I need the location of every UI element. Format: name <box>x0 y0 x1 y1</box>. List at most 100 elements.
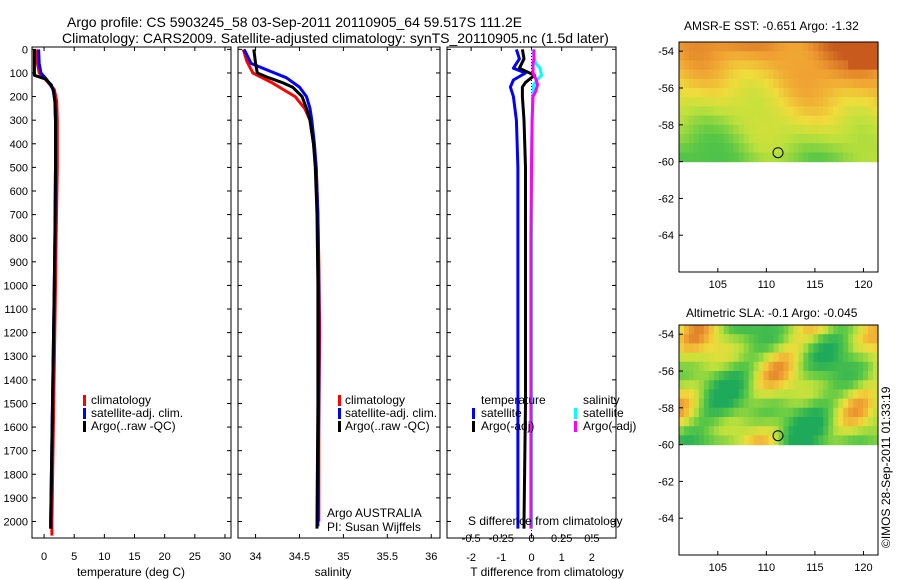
heatmap-cell <box>818 134 824 144</box>
heatmap-cell <box>683 152 690 163</box>
heatmap-cell <box>683 60 690 71</box>
heatmap-cell <box>723 361 730 372</box>
depth-tick-label: 600 <box>10 186 28 198</box>
heatmap-cell <box>833 343 839 354</box>
series-line-differences-0 <box>508 48 527 529</box>
heatmap-cell <box>748 334 755 344</box>
heatmap-cell <box>753 380 760 390</box>
sla-map: Altimetric SLA: -0.1 Argo: -0.045 105 110… <box>658 306 879 574</box>
heatmap-cell <box>713 106 720 117</box>
heatmap-cell <box>768 97 775 107</box>
heatmap-cell <box>718 115 725 126</box>
heatmap-cell <box>788 407 795 418</box>
heatmap-cell <box>873 380 879 390</box>
heatmap-cell <box>868 371 874 381</box>
legend-label-satellite: satellite-adj. clim. <box>345 406 437 420</box>
legend-swatch-satellite <box>83 408 86 419</box>
heatmap-cell <box>703 124 710 135</box>
heatmap-cell <box>813 69 819 80</box>
heatmap-cell <box>723 106 730 117</box>
heatmap-cell <box>793 389 799 400</box>
heatmap-cell <box>778 143 785 153</box>
heatmap-cell <box>863 435 869 446</box>
heatmap-cell <box>763 398 770 409</box>
heatmap-cell <box>848 380 854 390</box>
heatmap-cell <box>738 60 745 71</box>
heatmap-cell <box>748 78 755 89</box>
heatmap-cell <box>778 426 785 436</box>
heatmap-cell <box>823 143 829 153</box>
heatmap-cell <box>853 352 859 363</box>
heatmap-cell <box>783 88 790 98</box>
heatmap-cell <box>768 407 775 418</box>
heatmap-cell <box>768 106 775 117</box>
heatmap-cell <box>848 124 854 135</box>
heatmap-cell <box>728 417 735 427</box>
heatmap-cell <box>848 152 854 163</box>
heatmap-cell <box>768 42 775 52</box>
heatmap-cell <box>688 352 695 363</box>
heatmap-cell <box>728 389 735 400</box>
heatmap-cell <box>748 106 755 117</box>
heatmap-cell <box>718 152 725 163</box>
heatmap-cell <box>738 361 745 372</box>
heatmap-cell <box>708 352 715 363</box>
legend-label-s-argo: Argo(-adj) <box>583 419 636 433</box>
map-y-tick-label: -62 <box>658 476 674 488</box>
heatmap-cell <box>833 115 839 126</box>
heatmap-cell <box>853 407 859 418</box>
heatmap-cell <box>748 343 755 354</box>
heatmap-cell <box>808 325 814 335</box>
x-tick-label: 0 <box>528 552 534 564</box>
heatmap-cell <box>758 134 765 144</box>
heatmap-cell <box>868 143 874 153</box>
heatmap-cell <box>833 380 839 390</box>
heatmap-cell <box>708 371 715 381</box>
heatmap-cell <box>833 51 839 61</box>
heatmap-cell <box>738 325 745 335</box>
heatmap-cell <box>679 143 685 153</box>
heatmap-cell <box>863 407 869 418</box>
heatmap-cell <box>843 106 849 117</box>
heatmap-cell <box>708 426 715 436</box>
heatmap-cell <box>683 78 690 89</box>
heatmap-cell <box>858 325 864 335</box>
difference-ticks: -2 -1 0 1 2 -0.5 -0.25 0 0.25 0.5 <box>447 47 616 564</box>
legend-swatch-argo <box>83 421 86 432</box>
heatmap-cell <box>728 134 735 144</box>
heatmap-cell <box>863 51 869 61</box>
heatmap-cell <box>753 143 760 153</box>
heatmap-cell <box>798 115 804 126</box>
heatmap-cell <box>793 417 799 427</box>
map-x-tick-label: 105 <box>709 279 727 291</box>
heatmap-cell <box>823 371 829 381</box>
heatmap-cell <box>703 361 710 372</box>
difference-xlabel-top: S difference from climatology <box>468 514 623 528</box>
heatmap-cell <box>858 143 864 153</box>
heatmap-cell <box>728 334 735 344</box>
heatmap-cell <box>788 106 795 117</box>
heatmap-cell <box>679 343 685 354</box>
heatmap-cell <box>693 69 700 80</box>
heatmap-cell <box>863 115 869 126</box>
heatmap-cell <box>803 78 809 89</box>
heatmap-cell <box>778 78 785 89</box>
heatmap-cell <box>778 134 785 144</box>
heatmap-cell <box>808 334 814 344</box>
heatmap-cell <box>798 60 804 71</box>
heatmap-cell <box>688 106 695 117</box>
heatmap-cell <box>768 380 775 390</box>
heatmap-cell <box>833 334 839 344</box>
heatmap-cell <box>688 343 695 354</box>
heatmap-cell <box>818 60 824 71</box>
heatmap-cell <box>758 69 765 80</box>
heatmap-cell <box>708 78 715 89</box>
heatmap-cell <box>748 407 755 418</box>
heatmap-cell <box>858 389 864 400</box>
salinity-axes-frame <box>237 46 441 539</box>
heatmap-cell <box>743 124 750 135</box>
heatmap-cell <box>688 361 695 372</box>
heatmap-cell <box>683 97 690 107</box>
heatmap-cell <box>823 343 829 354</box>
heatmap-cell <box>708 143 715 153</box>
